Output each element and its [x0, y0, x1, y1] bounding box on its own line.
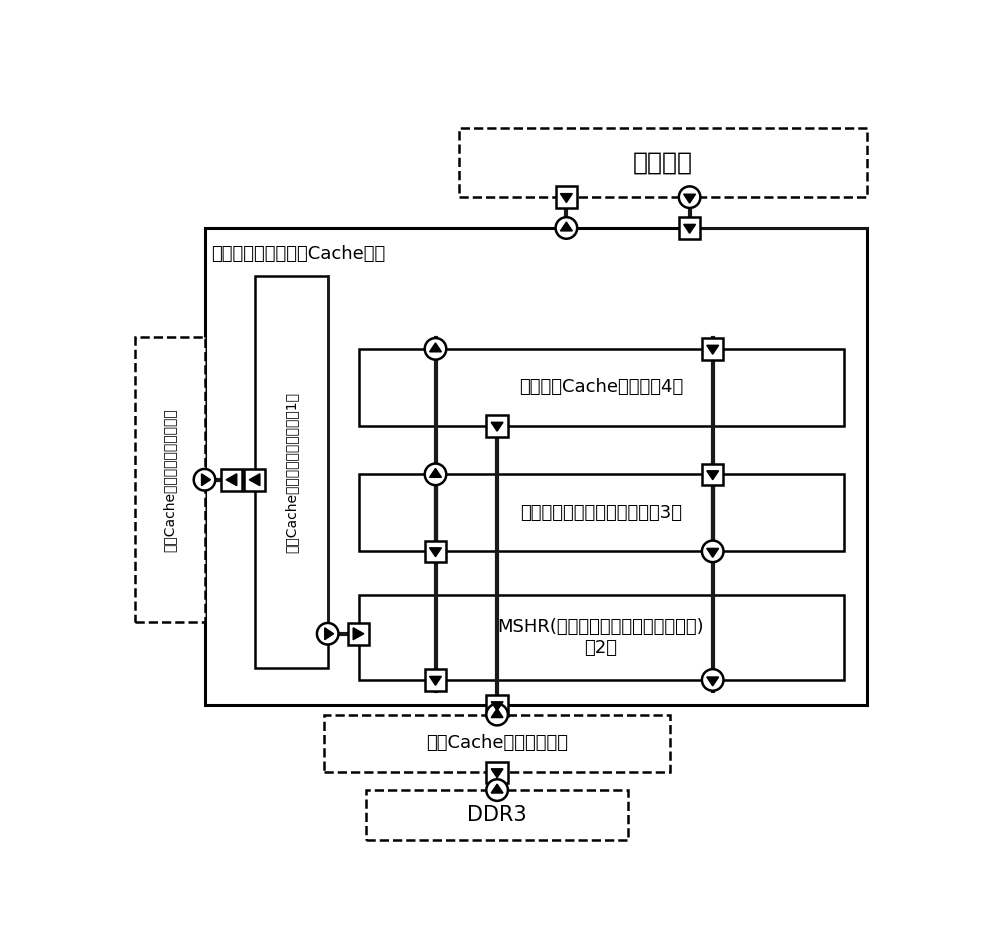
- Text: MSHR(缺失信息状态保持寄存器单元)
（2）: MSHR(缺失信息状态保持寄存器单元) （2）: [498, 618, 704, 657]
- Circle shape: [425, 338, 446, 360]
- Bar: [221, 469, 242, 490]
- Polygon shape: [707, 677, 719, 686]
- Polygon shape: [707, 548, 719, 558]
- Text: DDR3: DDR3: [467, 805, 527, 826]
- Bar: [255, 276, 328, 669]
- Bar: [486, 415, 508, 437]
- Bar: [425, 541, 446, 562]
- Circle shape: [702, 669, 723, 691]
- Polygon shape: [430, 676, 441, 685]
- Bar: [135, 337, 205, 622]
- Bar: [359, 596, 844, 680]
- Bar: [366, 790, 628, 840]
- Bar: [702, 464, 723, 485]
- Polygon shape: [491, 784, 503, 793]
- Text: 纹理Cache存储状态与控制单元（1）: 纹理Cache存储状态与控制单元（1）: [284, 391, 298, 553]
- Bar: [556, 186, 577, 208]
- Text: 多请求合并与冲突检测单元（3）: 多请求合并与冲突检测单元（3）: [520, 504, 682, 522]
- Bar: [459, 128, 867, 198]
- Polygon shape: [707, 471, 719, 480]
- Circle shape: [194, 469, 215, 490]
- Polygon shape: [707, 345, 719, 354]
- Bar: [359, 349, 844, 426]
- Bar: [359, 474, 844, 551]
- Polygon shape: [325, 628, 334, 639]
- Circle shape: [556, 218, 577, 238]
- Text: 纹理Cache存储状态与控制寄存器: 纹理Cache存储状态与控制寄存器: [163, 408, 177, 552]
- Circle shape: [486, 779, 508, 801]
- Polygon shape: [430, 343, 441, 352]
- Polygon shape: [430, 468, 441, 477]
- Bar: [486, 694, 508, 716]
- Circle shape: [679, 186, 700, 208]
- Circle shape: [702, 541, 723, 562]
- Bar: [244, 469, 265, 490]
- Polygon shape: [684, 194, 696, 203]
- Polygon shape: [430, 548, 441, 557]
- Polygon shape: [226, 474, 237, 485]
- Polygon shape: [491, 423, 503, 431]
- Text: 纹理Cache压缩与解压缩: 纹理Cache压缩与解压缩: [426, 734, 568, 752]
- Bar: [679, 218, 700, 238]
- Circle shape: [317, 623, 338, 644]
- Text: 纹理映射非阻塞存储Cache单元: 纹理映射非阻塞存储Cache单元: [211, 245, 385, 263]
- Text: 纹理存储Cache核单元（4）: 纹理存储Cache核单元（4）: [519, 378, 683, 396]
- Bar: [702, 338, 723, 360]
- Polygon shape: [560, 222, 572, 231]
- Text: 纹理映射: 纹理映射: [633, 150, 693, 175]
- Polygon shape: [491, 702, 503, 711]
- Bar: [486, 762, 508, 783]
- Polygon shape: [491, 709, 503, 717]
- Bar: [348, 623, 369, 644]
- Polygon shape: [560, 194, 572, 202]
- Polygon shape: [202, 474, 210, 485]
- Polygon shape: [684, 224, 696, 234]
- Circle shape: [486, 704, 508, 726]
- Bar: [425, 669, 446, 691]
- Polygon shape: [249, 474, 260, 485]
- Polygon shape: [491, 769, 503, 778]
- Polygon shape: [353, 628, 364, 639]
- Circle shape: [425, 464, 446, 485]
- Bar: [324, 714, 670, 772]
- Bar: [205, 228, 867, 705]
